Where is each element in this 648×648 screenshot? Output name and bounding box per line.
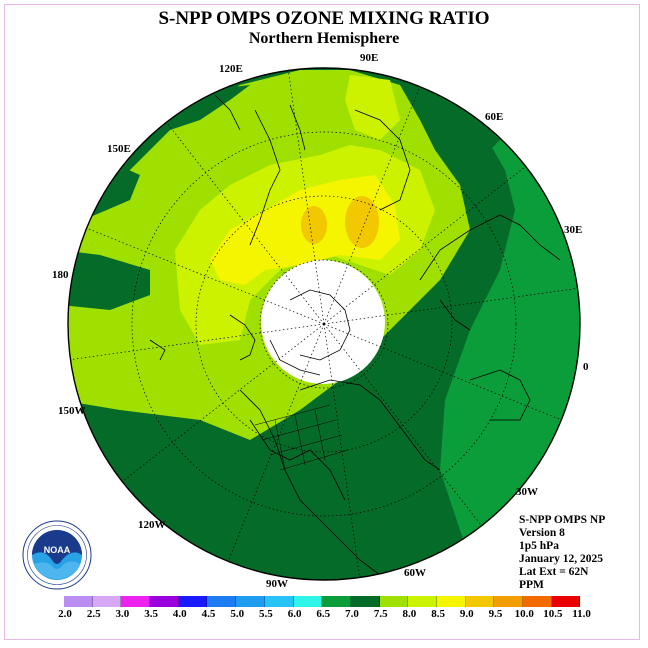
- coastlines: [149, 94, 561, 576]
- lon-label-60w: 60W: [404, 567, 426, 579]
- colorbar-tick-label: 3.5: [144, 608, 158, 620]
- latitude-circle: [131, 131, 517, 517]
- colorbar-swatch: [293, 596, 323, 607]
- latitude-circle: [195, 195, 453, 453]
- colorbar-tick-label: 9.0: [459, 608, 474, 620]
- colorbar-swatch: [379, 596, 409, 607]
- lon-label-0: 0: [583, 361, 589, 373]
- meridian-line: [288, 70, 325, 325]
- field-orange-2: [345, 196, 379, 248]
- colorbar-tick-label: 11.0: [572, 608, 591, 620]
- globe-outline: [67, 67, 581, 581]
- pole-no-data: [261, 260, 385, 384]
- colorbar-swatch: [264, 596, 294, 607]
- lon-label-90e: 90E: [360, 52, 378, 64]
- colorbar-tick-label: 4.5: [201, 608, 216, 620]
- lon-label-30e: 30E: [564, 224, 582, 236]
- colorbar-tick-label: 9.5: [488, 608, 503, 620]
- colorbar-swatch: [150, 596, 179, 607]
- meridian-line: [323, 323, 482, 526]
- field-dark-patch-120e: [160, 85, 250, 130]
- colorbar-tick-label: 10.0: [514, 608, 534, 620]
- colorbar-swatch: [408, 596, 437, 607]
- colorbar-tick-label: 6.0: [287, 608, 302, 620]
- lon-label-90w: 90W: [266, 578, 288, 590]
- colorbar-swatch: [465, 596, 495, 607]
- colorbar-tick-label: 7.0: [345, 608, 359, 620]
- colorbar-labels: 2.0 2.5 3.0 3.5 4.0 4.5 5.0 5.5 6.0 6.5 7.0 7.5 8.0 8…: [52, 608, 612, 622]
- lon-label-150e: 150E: [107, 143, 131, 155]
- colorbar-tick-label: 4.0: [172, 608, 187, 620]
- noaa-logo-icon: NOAA: [22, 520, 92, 590]
- meridian-line: [227, 323, 325, 562]
- colorbar-swatch: [436, 596, 466, 607]
- colorbar-swatch: [178, 596, 208, 607]
- field-dark-patch-60e: [420, 90, 500, 170]
- lon-label-30w: 30W: [516, 486, 538, 498]
- info-pressure-level: 1p5 hPa: [519, 540, 559, 552]
- colorbar-tick-label: 8.5: [431, 608, 445, 620]
- meridian-line: [122, 323, 325, 482]
- colorbar-swatch: [551, 596, 581, 607]
- meridian-line: [323, 323, 360, 578]
- colorbar-swatch: [523, 596, 552, 607]
- info-version: Version 8: [519, 527, 565, 539]
- lon-label-150w: 150W: [58, 405, 86, 417]
- meridian-line: [323, 323, 562, 421]
- latitude-circle: [259, 259, 389, 389]
- colorbar-swatch: [121, 596, 151, 607]
- lon-label-180: 180: [52, 269, 69, 281]
- field-dark-patch-180: [68, 250, 150, 310]
- info-date: January 12, 2025: [519, 553, 604, 565]
- info-lat-extent: Lat Ext = 62N: [519, 566, 589, 578]
- meridian-line: [323, 166, 526, 325]
- colorbar-tick-label: 8.0: [402, 608, 417, 620]
- colorbar-swatch: [494, 596, 523, 607]
- map-subtitle: Northern Hemisphere: [248, 30, 400, 47]
- colorbar-swatch: [92, 596, 122, 607]
- graticule: [70, 70, 578, 578]
- longitude-labels: 90E 60E 30E 0 30W 60W 90W 120W 150W 180 …: [52, 52, 589, 590]
- colorbar-tick-label: 5.0: [230, 608, 245, 620]
- lon-label-120w: 120W: [138, 519, 166, 531]
- field-orange-1: [301, 206, 327, 244]
- colorbar-tick-label: 2.5: [86, 608, 101, 620]
- colorbar-swatch: [207, 596, 237, 607]
- meridian-line: [166, 122, 325, 325]
- colorbar-tick-label: 6.5: [316, 608, 331, 620]
- info-units: PPM: [519, 579, 544, 591]
- meridian-line: [86, 227, 325, 325]
- colorbar-tick-label: 2.0: [58, 608, 72, 620]
- meridian-line: [323, 288, 578, 325]
- map-title: S-NPP OMPS OZONE MIXING RATIO: [158, 8, 490, 29]
- colorbar-tick-label: 5.5: [259, 608, 273, 620]
- colorbar-swatch: [236, 596, 265, 607]
- meridian-line: [323, 86, 421, 325]
- figure-frame: [4, 4, 640, 640]
- colorbar-tick-label: 10.5: [543, 608, 563, 620]
- colorbar-swatch: [322, 596, 351, 607]
- colorbar-swatch: [350, 596, 380, 607]
- colorbar-tick-label: 7.5: [373, 608, 388, 620]
- meridian-line: [70, 323, 325, 360]
- lon-label-60e: 60E: [485, 111, 503, 123]
- field-yellow-green-north: [345, 75, 400, 140]
- lon-label-120e: 120E: [219, 63, 243, 75]
- colorbar: [64, 596, 581, 607]
- logo-text: NOAA: [44, 545, 71, 555]
- colorbar-tick-label: 3.0: [115, 608, 130, 620]
- state-boundaries: [254, 404, 349, 471]
- info-instrument: S-NPP OMPS NP: [519, 514, 606, 526]
- colorbar-swatch: [64, 596, 93, 607]
